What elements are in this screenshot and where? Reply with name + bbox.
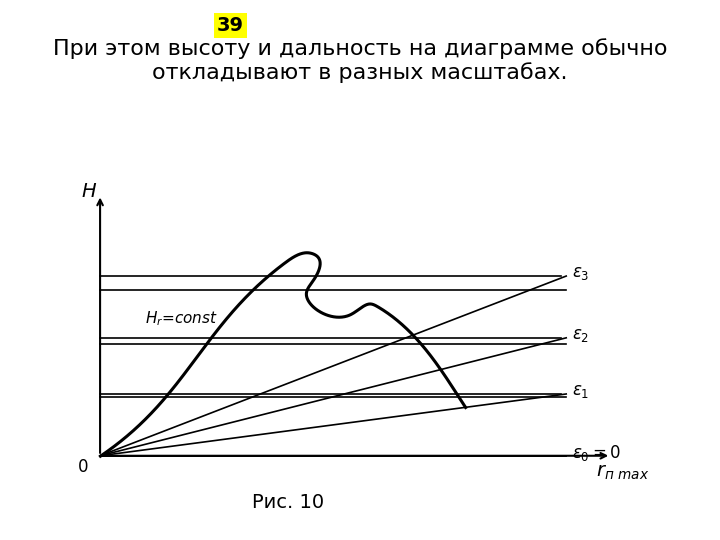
Text: $\varepsilon_0 = 0$: $\varepsilon_0 = 0$ — [572, 443, 621, 463]
Text: 0: 0 — [78, 458, 89, 476]
Text: 39: 39 — [217, 16, 244, 35]
Text: $H$: $H$ — [81, 183, 97, 201]
Text: При этом высоту и дальность на диаграмме обычно
откладывают в разных масштабах.: При этом высоту и дальность на диаграмме… — [53, 38, 667, 83]
Text: $\varepsilon_3$: $\varepsilon_3$ — [572, 264, 589, 282]
Text: $\varepsilon_1$: $\varepsilon_1$ — [572, 382, 589, 400]
Text: $H_r$=const: $H_r$=const — [145, 309, 218, 328]
Text: $r_{п\ max}$: $r_{п\ max}$ — [595, 463, 649, 482]
Text: Рис. 10: Рис. 10 — [252, 492, 324, 512]
Text: $\varepsilon_2$: $\varepsilon_2$ — [572, 326, 589, 344]
